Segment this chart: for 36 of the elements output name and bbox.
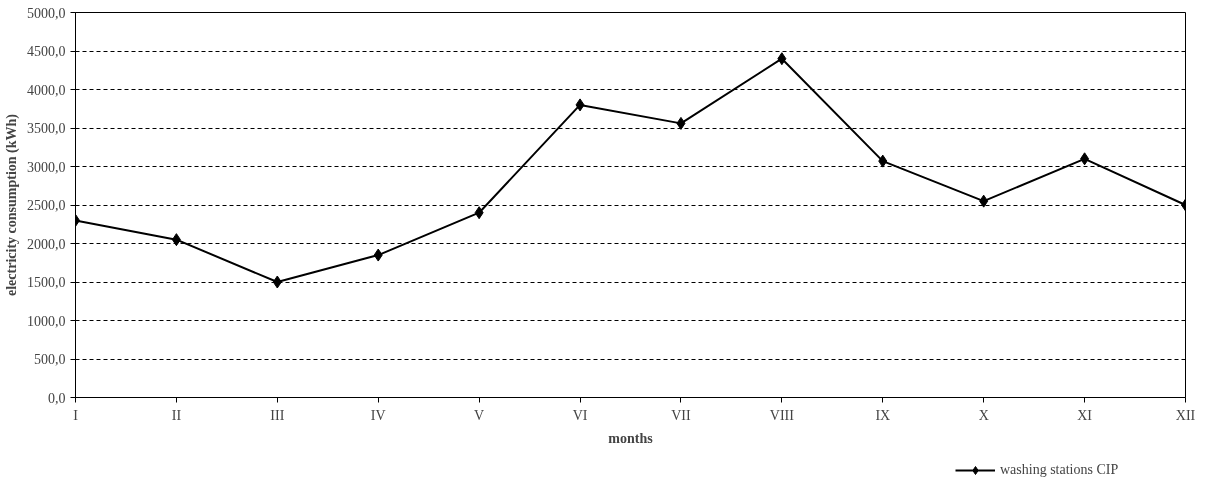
x-tick-label: XII (1175, 407, 1196, 423)
point (1080, 152, 1090, 166)
point (171, 233, 181, 247)
point (979, 194, 989, 208)
x-tick-label: VIII (769, 407, 795, 423)
y-tick-label: 2000,0 (27, 236, 66, 252)
x-tick-label: V (474, 407, 485, 423)
y-tick-label: 5000,0 (27, 5, 66, 21)
y-tick-label: 500,0 (34, 352, 66, 367)
y-tick-label: 3500,0 (27, 121, 66, 136)
x-tick-label: IV (370, 407, 386, 423)
x-tick-label: I (73, 407, 79, 423)
x-tick-label: VI (572, 407, 588, 423)
x-axis-title: months (608, 430, 654, 446)
y-axis-title: electricity consumption (kWh) (4, 113, 20, 296)
y-tick-label: 1000,0 (27, 313, 66, 329)
legend-label: washing stations CIP (1000, 462, 1119, 478)
y-tick-label: 1500,0 (27, 275, 66, 290)
point (777, 52, 787, 66)
y-tick-label: 0,0 (48, 390, 66, 406)
point (474, 206, 484, 220)
y-tick-label: 4000,0 (27, 82, 66, 98)
x-tick-label: IX (875, 407, 891, 423)
x-tick-label: II (171, 407, 182, 423)
point (676, 116, 686, 130)
x-tick-label: X (978, 407, 989, 423)
y-tick-label: 4500,0 (27, 44, 66, 59)
point (575, 98, 585, 112)
y-tick-label: 3000,0 (27, 159, 66, 175)
point (272, 275, 282, 289)
point (878, 154, 888, 168)
x-tick-label: III (270, 407, 285, 423)
point (373, 248, 383, 262)
y-tick-label: 2500,0 (27, 198, 66, 213)
x-tick-label: VII (671, 407, 692, 423)
x-tick-label: XI (1077, 407, 1093, 423)
